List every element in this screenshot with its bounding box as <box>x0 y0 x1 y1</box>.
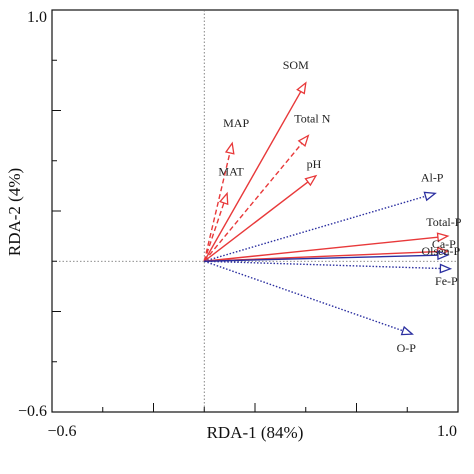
y-axis-label: RDA-2 (4%) <box>5 168 24 256</box>
vector-label-som: SOM <box>283 58 309 72</box>
vector-label-map: MAP <box>223 116 249 130</box>
vector-total-p <box>204 236 438 262</box>
vector-som <box>203 91 302 262</box>
reference-lines <box>52 10 458 412</box>
vector-arrowhead-som <box>296 81 307 95</box>
vector-group: SOM Total N MAP MAT pH Al-P Total-P Ca-POlsen-P… <box>203 58 462 355</box>
axis-ticks <box>51 9 459 413</box>
vector-label-olsen-p: Olsen-P <box>422 244 461 258</box>
vector-label-mat: MAT <box>218 164 244 178</box>
vector-label-ph: pH <box>307 157 322 171</box>
vector-arrowhead-total-p <box>436 232 450 243</box>
vector-al-p <box>204 195 426 262</box>
vector-arrowhead-map <box>224 141 235 155</box>
vector-arrowhead-total-n <box>297 134 310 148</box>
x-tick-label-min: −0.6 <box>47 423 76 440</box>
vector-label-total-p: Total-P <box>426 215 461 229</box>
vector-arrowhead-olsen-p <box>437 250 450 261</box>
vector-arrowhead-fe-p <box>439 263 453 274</box>
vector-label-fe-p: Fe-P <box>435 274 458 288</box>
vector-arrowhead-al-p <box>423 191 437 202</box>
vector-fe-p <box>204 260 441 270</box>
vector-label-total-n: Total N <box>294 112 330 126</box>
x-axis-label: RDA-1 (84%) <box>207 423 304 442</box>
vector-o-p <box>204 260 404 332</box>
y-tick-label-min: −0.6 <box>18 403 47 420</box>
vector-map <box>203 152 231 262</box>
vector-total-n <box>203 142 303 262</box>
vector-arrowhead-ph <box>304 174 318 187</box>
vector-olsen-p <box>204 254 438 262</box>
vector-ph <box>203 181 309 262</box>
vector-label-ca-p: Ca-P <box>432 237 456 251</box>
x-tick-label-max: 1.0 <box>437 423 457 440</box>
vector-mat <box>203 202 225 262</box>
vector-arrowhead-o-p <box>400 325 414 336</box>
vector-arrowhead-mat <box>218 191 229 206</box>
vector-label-al-p: Al-P <box>421 170 444 184</box>
y-tick-label-max: 1.0 <box>27 9 47 26</box>
vector-label-o-p: O-P <box>397 341 417 355</box>
